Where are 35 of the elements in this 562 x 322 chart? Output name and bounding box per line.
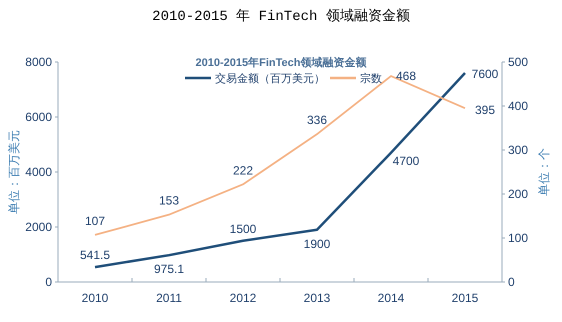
- x-tick-label: 2013: [304, 291, 331, 305]
- y-tick-label: 2000: [25, 220, 52, 234]
- y2-tick-label: 400: [508, 99, 528, 113]
- data-label: 395: [474, 103, 496, 118]
- y-tick-label: 6000: [25, 110, 52, 124]
- y2-tick-label: 0: [508, 275, 515, 289]
- y-tick-label: 4000: [25, 165, 52, 179]
- y2-tick-label: 300: [508, 143, 528, 157]
- data-label: 7600: [472, 67, 499, 81]
- data-label: 468: [396, 69, 416, 84]
- x-tick-label: 2011: [156, 291, 182, 305]
- y2-tick-label: 100: [508, 231, 528, 245]
- data-label: 336: [306, 113, 328, 128]
- x-tick-label: 2010: [82, 291, 109, 305]
- data-label: 1900: [304, 236, 331, 251]
- chart-subtitle: 2010-2015年FinTech领域融资金额: [196, 56, 368, 69]
- data-label: 153: [158, 194, 180, 208]
- chart-title: 2010-2015 年 FinTech 领域融资金额: [152, 8, 410, 25]
- data-label: 541.5: [80, 248, 110, 262]
- y-tick-label: 8000: [25, 55, 52, 69]
- data-label: 222: [232, 163, 254, 178]
- data-label: 1500: [230, 222, 257, 236]
- data-label: 4700: [392, 154, 420, 168]
- y2-axis-title: 单位：个: [537, 148, 551, 196]
- data-label: 975.1: [154, 262, 184, 276]
- data-label: 107: [84, 214, 106, 228]
- legend-label: 宗数: [360, 72, 382, 85]
- y-axis-title: 单位：百万美元: [7, 130, 21, 214]
- x-tick-label: 2014: [378, 291, 405, 305]
- x-tick-label: 2015: [452, 291, 479, 305]
- legend-label: 交易金额（百万美元）: [215, 72, 325, 85]
- y-tick-label: 0: [45, 275, 52, 289]
- y2-tick-label: 200: [508, 187, 528, 201]
- y2-tick-label: 500: [508, 55, 528, 69]
- x-tick-label: 2012: [230, 291, 257, 305]
